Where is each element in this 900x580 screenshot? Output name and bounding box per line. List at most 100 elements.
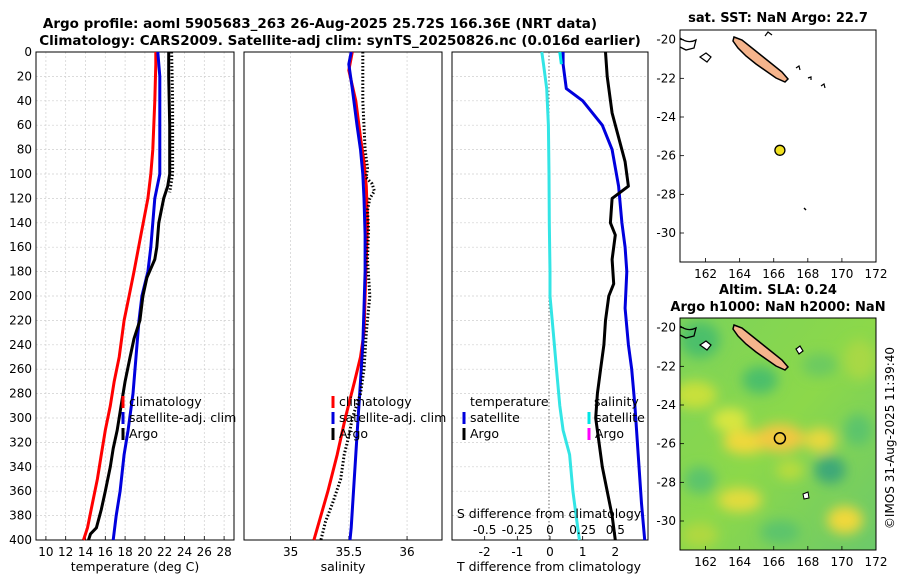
temperature-panel: 0 20 40 60 80 100 120 140 160 180 200 220 240 260 280 3… xyxy=(9,45,236,574)
y-tick-label: -26 xyxy=(656,149,676,163)
x-tick-label: 36 xyxy=(399,545,414,559)
y-tick-label: -20 xyxy=(656,33,676,47)
salinity-grid xyxy=(290,52,408,540)
y-tick-label: 260 xyxy=(9,362,32,376)
salinity-panel: 35 35.5 36 climatology satellite-adj. clim… xyxy=(243,51,446,574)
s-tick-label: 0.25 xyxy=(569,523,596,537)
new-caledonia-island xyxy=(732,36,790,83)
x-tick-label: 164 xyxy=(728,267,751,281)
x-tick-label: 172 xyxy=(865,267,888,281)
island-outline xyxy=(764,31,773,37)
y-tick-label: 360 xyxy=(9,484,32,498)
y-tick-label: -22 xyxy=(656,71,676,85)
series-line-argo-profile xyxy=(168,51,175,193)
y-tick-label: -24 xyxy=(656,398,676,412)
temperature-xlabel: temperature (deg C) xyxy=(71,559,200,574)
sla-map-title-line2: Argo h1000: NaN h2000: NaN xyxy=(670,300,885,315)
x-tick-label: 168 xyxy=(796,555,819,569)
island-outline xyxy=(807,76,812,80)
island-outline xyxy=(820,83,826,89)
legend-label-s-argo: Argo xyxy=(595,426,624,441)
legend-label-t-argo: Argo xyxy=(470,426,499,441)
x-tick-label: 12 xyxy=(58,545,73,559)
temperature-series xyxy=(82,51,175,541)
x-tick-label: 162 xyxy=(694,555,717,569)
legend-label-climatology: climatology xyxy=(129,394,202,409)
x-tick-label: -2 xyxy=(479,545,491,559)
s-tick-label: -0.25 xyxy=(502,523,533,537)
y-tick-label: 380 xyxy=(9,509,32,523)
x-tick-label: 1 xyxy=(579,545,587,559)
island-outline xyxy=(803,207,807,211)
legend-label-t-satellite: satellite xyxy=(470,410,520,425)
y-tick-label: -30 xyxy=(656,514,676,528)
x-tick-label: 14 xyxy=(78,545,93,559)
sla-map-ticks: 162 164 166 168 170 172 -20 -22 -24 -26 -28 -30 xyxy=(656,321,887,569)
legend-title-salinity: salinity xyxy=(594,394,639,409)
temperature-grid xyxy=(36,51,234,541)
legend-label-climatology: climatology xyxy=(339,394,412,409)
y-tick-label: 320 xyxy=(9,435,32,449)
y-tick-label: 100 xyxy=(9,167,32,181)
sst-map-land xyxy=(679,31,826,211)
figure-title-line1: Argo profile: aoml 5905683_263 26-Aug-20… xyxy=(43,16,597,32)
y-tick-label: 20 xyxy=(17,69,32,83)
y-tick-label: -30 xyxy=(656,226,676,240)
figure-title-line2: Climatology: CARS2009. Satellite-adj cli… xyxy=(39,33,641,49)
x-tick-label: 0 xyxy=(546,545,554,559)
legend-label-s-satellite: satellite xyxy=(595,410,645,425)
argo-float-marker xyxy=(774,144,786,156)
difference-series xyxy=(540,51,647,541)
x-tick-label: 172 xyxy=(865,555,888,569)
sla-map: Altim. SLA: 0.24 Argo h1000: NaN h2000: … xyxy=(656,283,887,569)
x-tick-label: 22 xyxy=(157,545,172,559)
x-tick-label: 166 xyxy=(762,267,785,281)
temperature-legend: climatology satellite-adj. clim Argo xyxy=(121,394,236,441)
series-line-climatology xyxy=(312,51,369,541)
y-tick-label: 200 xyxy=(9,289,32,303)
argo-float-marker xyxy=(773,432,787,445)
x-tick-label: 168 xyxy=(796,267,819,281)
t-difference-xlabel: T difference from climatology xyxy=(456,559,642,574)
difference-panel: -2 -1 0 1 2 temperature satellite Argo salin… xyxy=(451,51,649,574)
legend-title-temperature: temperature xyxy=(470,394,549,409)
y-tick-label: 400 xyxy=(9,533,32,547)
y-tick-label: 180 xyxy=(9,265,32,279)
s-tick-label: 0.5 xyxy=(606,523,625,537)
y-tick-label: -24 xyxy=(656,110,676,124)
y-tick-label: 240 xyxy=(9,338,32,352)
y-tick-label: -26 xyxy=(656,437,676,451)
x-tick-label: 26 xyxy=(197,545,212,559)
y-tick-label: 80 xyxy=(17,143,32,157)
y-tick-label: -28 xyxy=(656,187,676,201)
series-line-satellite-adj-clim xyxy=(347,51,367,541)
series-line-argo xyxy=(87,52,172,541)
x-tick-label: 16 xyxy=(98,545,113,559)
difference-legend: temperature satellite Argo salinity sate… xyxy=(462,394,645,441)
island-outline xyxy=(795,65,801,71)
y-tick-label: 120 xyxy=(9,191,32,205)
island-outline xyxy=(698,52,712,63)
y-tick-label: 280 xyxy=(9,387,32,401)
x-tick-label: 170 xyxy=(830,267,853,281)
x-tick-label: 162 xyxy=(694,267,717,281)
y-tick-label: 60 xyxy=(17,118,32,132)
x-tick-label: 35 xyxy=(283,545,298,559)
salinity-xlabel: salinity xyxy=(321,559,366,574)
legend-label-argo: Argo xyxy=(129,426,158,441)
sst-map-title: sat. SST: NaN Argo: 22.7 xyxy=(688,11,868,26)
y-tick-label: 0 xyxy=(24,45,32,59)
series-line-salinity-argo xyxy=(558,51,563,65)
sla-map-title-line1: Altim. SLA: 0.24 xyxy=(719,283,837,298)
y-tick-label: -28 xyxy=(656,475,676,489)
series-line-climatology xyxy=(82,52,158,541)
x-tick-label: 35.5 xyxy=(335,545,362,559)
x-tick-label: 10 xyxy=(38,545,53,559)
copyright-stamp: ©IMOS 31-Aug-2025 11:39:40 xyxy=(883,347,897,529)
sla-heatmap xyxy=(680,318,876,550)
x-tick-label: 18 xyxy=(117,545,132,559)
y-tick-label: 140 xyxy=(9,216,32,230)
legend-label-satellite: satellite-adj. clim xyxy=(129,410,236,425)
series-line-temperature-argo xyxy=(594,51,630,541)
